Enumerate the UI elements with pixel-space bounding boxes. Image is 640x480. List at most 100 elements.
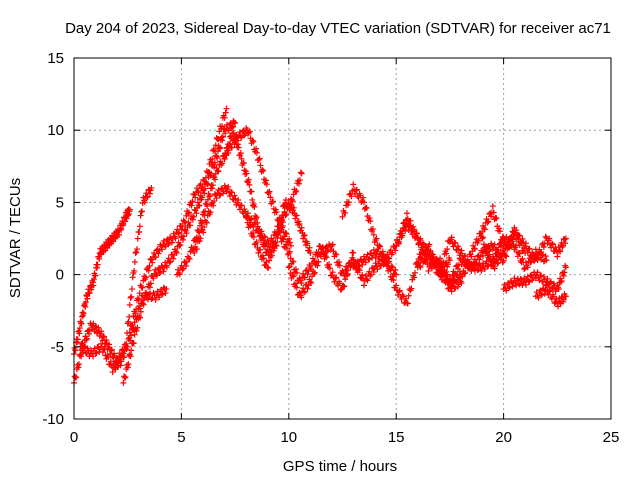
data-point [329, 269, 336, 276]
data-point [503, 287, 510, 294]
data-point [246, 181, 253, 188]
data-point [285, 264, 292, 271]
data-point [536, 277, 543, 284]
data-point [242, 213, 249, 220]
data-point [223, 152, 230, 159]
data-point [136, 228, 143, 235]
data-point [196, 238, 203, 245]
data-point [245, 176, 252, 183]
data-point [256, 155, 263, 162]
data-point [132, 249, 139, 256]
data-point [248, 188, 255, 195]
data-point [417, 235, 424, 242]
data-point [139, 300, 146, 307]
data-point [496, 225, 503, 232]
data-point [268, 252, 275, 259]
data-point [286, 248, 293, 255]
data-point [159, 246, 166, 253]
data-point [527, 259, 534, 266]
data-point [203, 219, 210, 226]
data-point [213, 153, 220, 160]
data-point [249, 137, 256, 144]
data-point [249, 196, 256, 203]
data-point [466, 259, 473, 266]
data-point [168, 239, 175, 246]
data-point [282, 229, 289, 236]
data-point [270, 198, 277, 205]
data-point [298, 170, 305, 177]
data-point [562, 235, 569, 242]
data-point [238, 202, 245, 209]
grid-lines [74, 58, 611, 419]
data-point [360, 199, 367, 206]
data-point [438, 276, 445, 283]
data-point [126, 206, 133, 213]
data-point [540, 244, 547, 251]
data-point [386, 265, 393, 272]
data-point [185, 255, 192, 262]
data-point [488, 213, 495, 220]
data-point [396, 287, 403, 294]
data-point [373, 235, 380, 242]
data-point [126, 329, 133, 336]
data-point [307, 249, 314, 256]
data-point [505, 284, 512, 291]
data-point [108, 346, 115, 353]
data-point [128, 286, 135, 293]
data-point [253, 149, 260, 156]
data-point [296, 176, 303, 183]
data-point [188, 202, 195, 209]
data-point [479, 235, 486, 242]
data-point [344, 201, 351, 208]
data-point [265, 264, 272, 271]
data-point [259, 252, 266, 259]
data-point [513, 282, 520, 289]
data-point [194, 199, 201, 206]
data-point [293, 187, 300, 194]
data-point [176, 271, 183, 278]
data-point [222, 109, 229, 116]
data-point [475, 237, 482, 244]
data-point [471, 246, 478, 253]
data-point [163, 286, 170, 293]
data-point [288, 196, 295, 203]
data-point [398, 230, 405, 237]
data-point [78, 353, 85, 360]
data-point [369, 226, 376, 233]
data-point [100, 346, 107, 353]
data-point [484, 219, 491, 226]
data-point [448, 288, 455, 295]
data-point [500, 257, 507, 264]
data-point [126, 301, 133, 308]
plot-frame [73, 57, 612, 420]
data-point [561, 236, 568, 243]
data-point [120, 379, 127, 386]
data-point [301, 274, 308, 281]
data-point [182, 219, 189, 226]
data-point [280, 236, 287, 243]
data-point [392, 247, 399, 254]
data-point [392, 266, 399, 273]
data-point [278, 216, 285, 223]
data-point [118, 226, 125, 233]
data-point [123, 215, 130, 222]
data-point [196, 202, 203, 209]
data-point [296, 220, 303, 227]
data-point [240, 159, 247, 166]
data-point [137, 212, 144, 219]
data-point [542, 281, 549, 288]
series-t6 [174, 125, 294, 278]
data-point [129, 274, 136, 281]
data-point [363, 276, 370, 283]
data-point [134, 324, 141, 331]
data-point [458, 247, 465, 254]
data-point [121, 373, 128, 380]
data-point [367, 218, 374, 225]
data-point [452, 239, 459, 246]
data-point [137, 308, 144, 315]
data-point [353, 186, 360, 193]
data-point [364, 277, 371, 284]
data-point [104, 245, 111, 252]
data-point [482, 248, 489, 255]
